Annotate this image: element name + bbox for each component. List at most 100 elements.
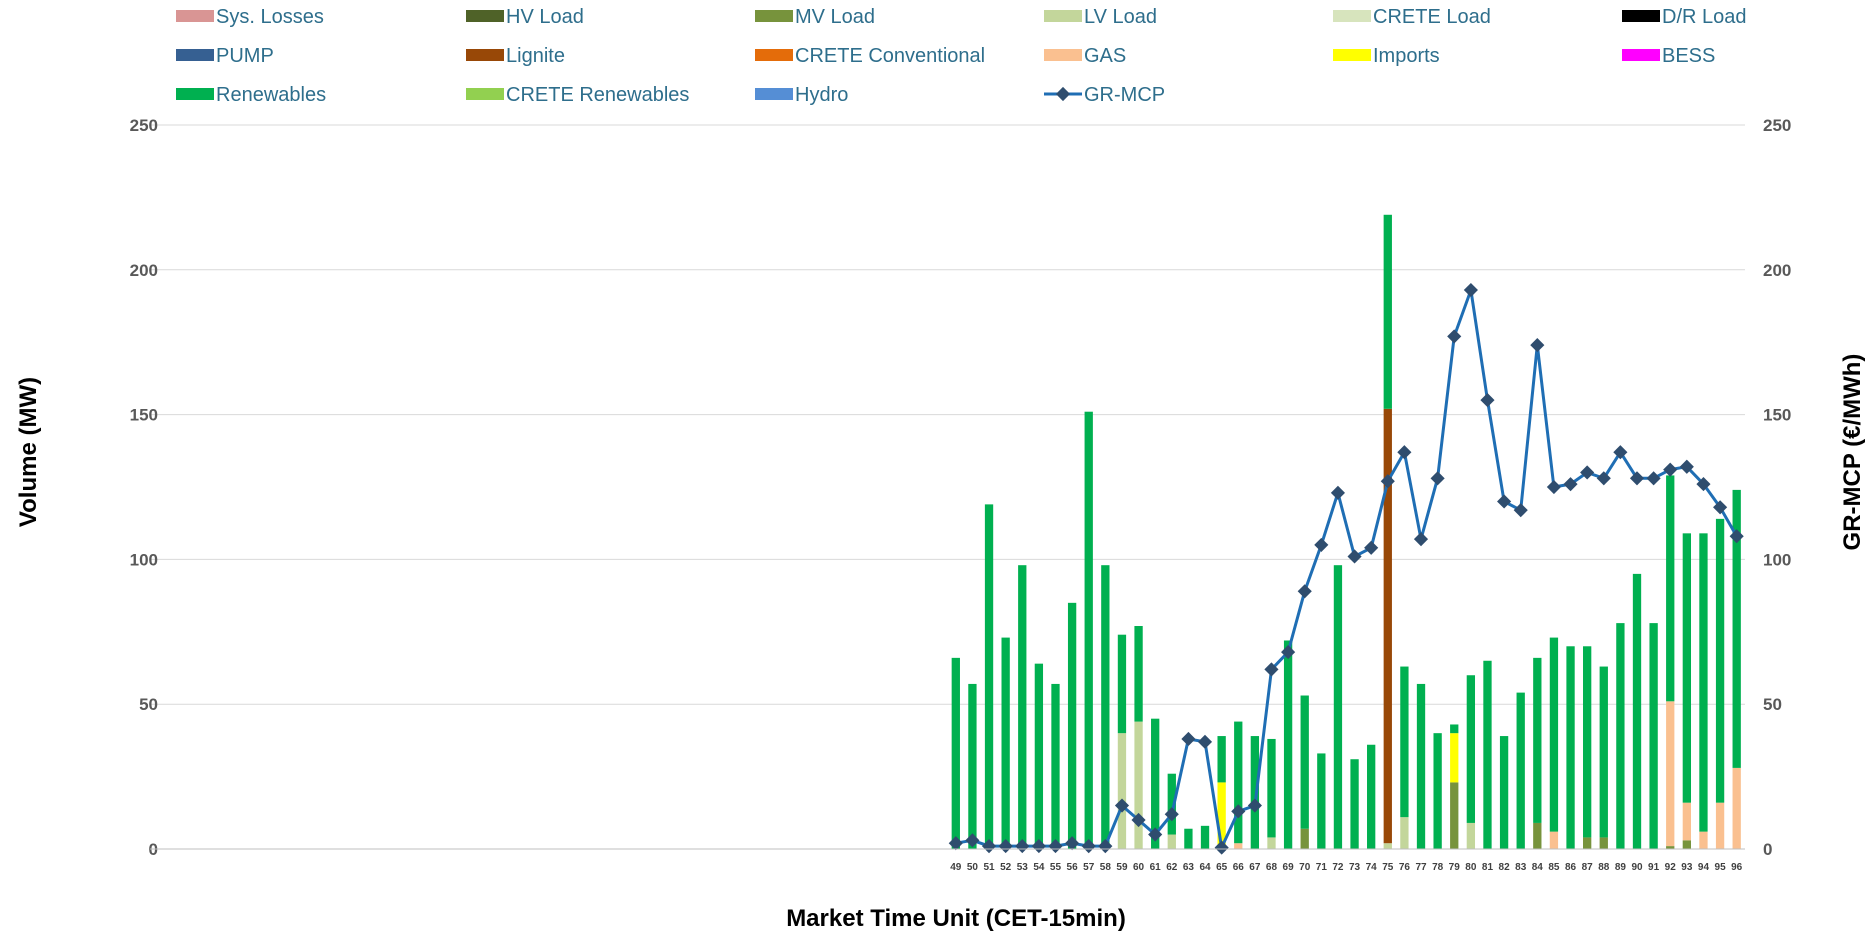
x-tick-label: 89 — [1615, 862, 1627, 873]
bar-renewables — [1732, 489, 1741, 768]
point-gr-mcp — [1497, 494, 1512, 509]
point-gr-mcp — [1048, 839, 1063, 854]
legend-label: Imports — [1373, 45, 1440, 67]
bar-gas — [1666, 701, 1675, 847]
legend-label: HV Load — [506, 6, 584, 28]
x-tick-label: 67 — [1249, 862, 1261, 873]
x-tick-label: 84 — [1532, 862, 1544, 873]
legend-item-crete-load: CRETE Load — [1333, 6, 1491, 28]
bar-lv-load — [1400, 817, 1409, 849]
point-gr-mcp — [1247, 798, 1262, 813]
legend-item-d-r-load: D/R Load — [1622, 6, 1747, 28]
bar-renewables — [1533, 657, 1542, 823]
x-axis: 49 50 51 52 53 54 55 56 57 58 59 60 61 62 63 64 65 66 67 68… — [150, 848, 1745, 873]
x-tick-label: 83 — [1515, 862, 1527, 873]
x-tick-label: 86 — [1565, 862, 1577, 873]
legend-label: Sys. Losses — [216, 6, 324, 28]
bar-renewables — [1001, 637, 1010, 849]
point-gr-mcp — [1347, 549, 1362, 564]
y-tick-label-left: 200 — [130, 261, 158, 280]
x-tick-label: 70 — [1299, 862, 1311, 873]
x-tick-label: 93 — [1681, 862, 1693, 873]
y-tick-label-right: 200 — [1763, 261, 1791, 280]
point-gr-mcp — [1629, 471, 1645, 486]
legend-item-crete-renewables: CRETE Renewables — [466, 84, 689, 106]
y-tick-label-right: 100 — [1763, 550, 1791, 569]
point-gr-mcp — [1546, 479, 1561, 495]
x-tick-label: 49 — [950, 862, 962, 873]
x-tick-label: 79 — [1449, 862, 1461, 873]
bar-gas — [1715, 802, 1725, 849]
point-gr-mcp — [1530, 338, 1545, 353]
legend-swatch — [176, 10, 214, 22]
x-tick-label: 72 — [1332, 862, 1344, 873]
legend-item-imports: Imports — [1333, 45, 1440, 67]
y-tick-label-left: 250 — [130, 116, 158, 135]
bar-imports — [1217, 782, 1226, 849]
legend-item-gas: GAS — [1044, 45, 1126, 67]
bar-gas — [1732, 767, 1741, 849]
bar-renewables — [1167, 773, 1176, 835]
bar-renewables — [1400, 666, 1409, 818]
legend-label: CRETE Conventional — [795, 45, 985, 67]
legend-item-gr-mcp: GR-MCP — [1044, 84, 1165, 106]
point-gr-mcp — [1297, 584, 1312, 599]
legend-swatch — [1333, 49, 1371, 61]
bar-lv-load — [1383, 843, 1392, 849]
bar-renewables — [951, 657, 960, 849]
x-tick-label: 78 — [1432, 862, 1444, 873]
x-tick-label: 82 — [1499, 862, 1511, 873]
x-tick-label: 59 — [1116, 862, 1128, 873]
y-tick-label-left: 150 — [130, 406, 158, 425]
point-gr-mcp — [948, 836, 963, 851]
x-tick-label: 80 — [1465, 862, 1477, 873]
bar-imports — [1450, 733, 1459, 783]
bar-renewables — [1300, 695, 1309, 829]
bar-renewables — [1018, 565, 1027, 849]
bar-renewables — [1566, 646, 1575, 849]
x-tick-label: 88 — [1598, 862, 1610, 873]
y-axis-left-title: Volume (MW) — [15, 377, 42, 527]
point-gr-mcp — [1513, 503, 1528, 518]
bar-renewables — [1499, 736, 1509, 849]
point-gr-mcp — [965, 833, 980, 848]
bar-renewables — [1184, 828, 1193, 849]
point-gr-mcp — [1430, 471, 1445, 486]
y-tick-label-right: 50 — [1763, 695, 1782, 714]
x-tick-label: 62 — [1166, 862, 1178, 873]
legend-swatch — [1333, 10, 1371, 22]
bar-mv-load — [1450, 782, 1459, 849]
point-gr-mcp — [1098, 839, 1113, 854]
y-axis-right: 0 50 100 150 200 250 — [1763, 116, 1791, 859]
legend-swatch — [176, 88, 214, 100]
x-tick-label: 96 — [1731, 862, 1743, 873]
legend-label: CRETE Renewables — [506, 84, 689, 106]
point-gr-mcp — [1131, 812, 1146, 828]
legend-swatch — [466, 88, 504, 100]
legend-swatch — [466, 10, 504, 22]
x-tick-label: 50 — [967, 862, 979, 873]
bar-renewables — [1599, 666, 1608, 838]
x-tick-label: 58 — [1100, 862, 1112, 873]
point-gr-mcp — [1231, 804, 1246, 819]
point-gr-mcp — [1447, 329, 1462, 344]
point-gr-mcp — [1197, 734, 1213, 749]
point-gr-mcp — [1214, 840, 1229, 855]
legend-label: MV Load — [795, 6, 875, 28]
legend-swatch — [466, 49, 504, 61]
bar-renewables — [1283, 640, 1293, 849]
x-tick-label: 61 — [1150, 862, 1162, 873]
legend-item-lignite: Lignite — [466, 45, 565, 67]
legend-item-crete-conventional: CRETE Conventional — [755, 45, 985, 67]
y-tick-label-right: 250 — [1763, 116, 1791, 135]
point-gr-mcp — [1181, 731, 1196, 747]
point-gr-mcp — [1480, 393, 1495, 408]
bar-renewables — [1350, 759, 1359, 849]
bar-renewables — [1200, 825, 1210, 849]
point-gr-mcp — [1081, 839, 1096, 854]
bar-lv-load — [1267, 837, 1276, 849]
x-tick-label: 63 — [1183, 862, 1195, 873]
x-tick-label: 73 — [1349, 862, 1361, 873]
point-gr-mcp — [1663, 462, 1678, 477]
